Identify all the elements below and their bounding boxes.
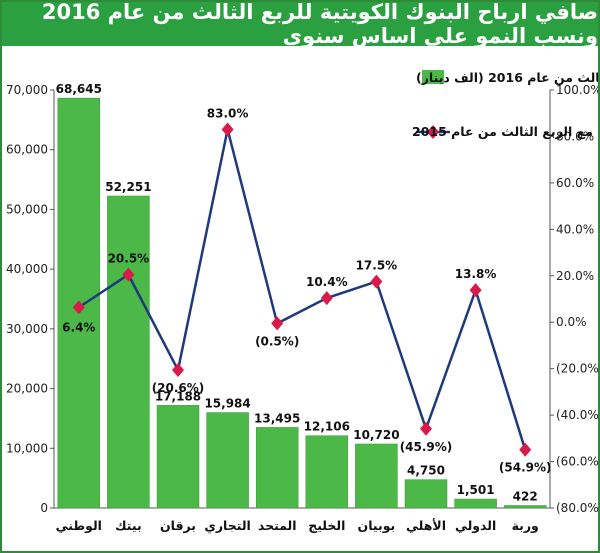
bar-value-label: 17,188 bbox=[155, 389, 201, 403]
growth-value-label: 83.0% bbox=[207, 106, 249, 120]
growth-value-label: (54.9%) bbox=[499, 461, 552, 475]
y-left-tick-label: 40,000 bbox=[6, 262, 48, 276]
y-left-tick-label: 10,000 bbox=[6, 441, 48, 455]
bar bbox=[156, 405, 200, 509]
y-left-tick-label: 60,000 bbox=[6, 143, 48, 157]
legend-bar-label: صافي الربح للربع الثالث من عام 2016 (الف… bbox=[416, 70, 598, 86]
bar bbox=[107, 195, 150, 509]
growth-value-label: (20.6%) bbox=[152, 381, 205, 395]
x-category-label: بيتك bbox=[115, 518, 142, 533]
y-right-tick-label: (40.0%) bbox=[556, 408, 598, 422]
y-right-tick-label: 60.0% bbox=[556, 176, 594, 190]
growth-marker bbox=[172, 363, 184, 378]
bar bbox=[255, 427, 299, 509]
legend-line-label: نسبة النمو مقارنة مع الربع الثالث من عام… bbox=[412, 124, 598, 140]
y-right-tick-label: 80.0% bbox=[556, 129, 594, 143]
growth-marker bbox=[469, 283, 482, 298]
growth-marker bbox=[122, 267, 135, 282]
bar-value-label: 52,251 bbox=[105, 180, 151, 194]
bar bbox=[305, 435, 349, 509]
legend-line-marker bbox=[427, 125, 439, 139]
growth-marker bbox=[519, 442, 532, 457]
growth-marker bbox=[72, 300, 85, 315]
x-category-label: الأهلي bbox=[406, 518, 446, 533]
bar-value-label: 1,501 bbox=[457, 483, 495, 497]
bar-value-label: 422 bbox=[513, 489, 538, 503]
y-left-tick-label: 30,000 bbox=[6, 322, 48, 336]
x-category-label: المتحد bbox=[258, 518, 297, 533]
bar bbox=[206, 412, 249, 509]
y-right-tick-label: 0.0% bbox=[556, 315, 587, 329]
growth-marker bbox=[420, 421, 432, 436]
bar-value-label: 4,750 bbox=[407, 464, 445, 478]
y-right-tick-label: (80.0%) bbox=[556, 501, 598, 515]
y-right-tick-label: (20.0%) bbox=[556, 362, 598, 376]
x-category-label: الوطني bbox=[56, 518, 102, 533]
bar-value-label: 13,495 bbox=[254, 411, 300, 425]
bar-value-label: 68,645 bbox=[56, 82, 102, 96]
bar-value-label: 15,984 bbox=[204, 397, 250, 411]
y-right-tick-label: 100.0% bbox=[556, 83, 598, 97]
x-category-label: الخليج bbox=[308, 518, 345, 533]
bar bbox=[404, 479, 448, 509]
growth-value-label: 20.5% bbox=[108, 252, 150, 266]
bar bbox=[355, 443, 398, 509]
x-category-label: التجاري bbox=[204, 518, 250, 533]
bar bbox=[454, 498, 497, 509]
x-category-label: برقان bbox=[160, 518, 196, 533]
y-left-tick-label: 50,000 bbox=[6, 202, 48, 216]
bar-value-label: 12,106 bbox=[304, 420, 350, 434]
growth-marker bbox=[370, 274, 383, 289]
y-left-tick-label: 0 bbox=[40, 501, 48, 515]
x-category-label: الدولي bbox=[455, 518, 496, 533]
y-right-tick-label: 20.0% bbox=[556, 269, 594, 283]
growth-marker bbox=[271, 316, 284, 331]
growth-value-label: 17.5% bbox=[356, 259, 398, 273]
y-left-tick-label: 70,000 bbox=[6, 83, 48, 97]
bar bbox=[503, 505, 547, 509]
y-right-tick-label: (60.0%) bbox=[556, 455, 598, 469]
bar-value-label: 10,720 bbox=[353, 428, 399, 442]
growth-marker bbox=[221, 122, 234, 137]
growth-line bbox=[78, 129, 527, 451]
growth-value-label: 13.8% bbox=[455, 267, 497, 281]
y-right-tick-label: 40.0% bbox=[556, 222, 594, 236]
growth-value-label: 6.4% bbox=[62, 320, 95, 334]
x-category-label: وربة bbox=[512, 518, 539, 533]
x-category-label: بوبيان bbox=[358, 518, 396, 533]
chart-title: صافي ارباح البنوك الكويتية للربع الثالث … bbox=[2, 0, 598, 48]
growth-value-label: (45.9%) bbox=[400, 440, 453, 454]
y-left-tick-label: 20,000 bbox=[6, 382, 48, 396]
growth-value-label: 10.4% bbox=[306, 275, 348, 289]
growth-marker bbox=[320, 291, 333, 306]
legend-bar-swatch bbox=[422, 70, 444, 84]
growth-value-label: (0.5%) bbox=[255, 334, 299, 348]
